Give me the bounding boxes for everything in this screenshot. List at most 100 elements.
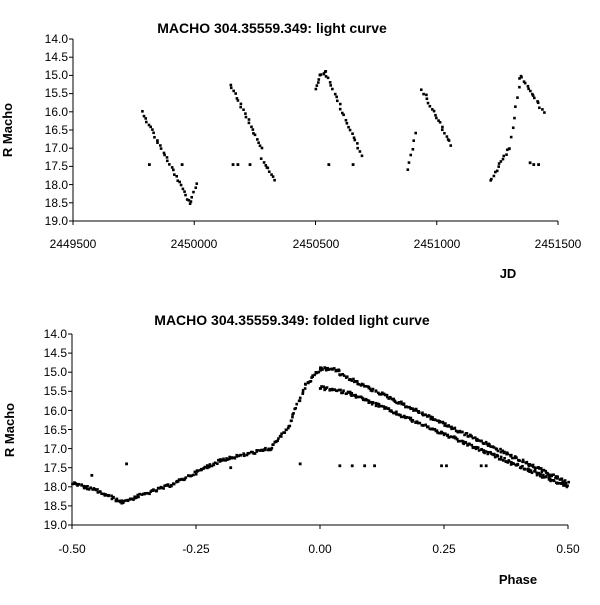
data-point: [497, 457, 501, 461]
data-point: [346, 390, 350, 394]
data-point: [247, 451, 251, 455]
data-point: [256, 449, 259, 452]
data-point: [349, 378, 352, 382]
data-point: [528, 470, 531, 473]
data-point: [267, 447, 271, 451]
data-point: [527, 87, 530, 91]
data-point: [563, 479, 567, 482]
data-point: [253, 452, 257, 455]
data-point: [399, 415, 403, 419]
data-point: [192, 190, 195, 194]
data-point: [490, 452, 494, 456]
data-point: [292, 411, 295, 415]
data-point: [285, 428, 288, 432]
data-point: [421, 411, 424, 415]
data-point: [552, 479, 556, 483]
data-point: [435, 116, 438, 120]
data-point: [427, 414, 431, 417]
data-point: [492, 174, 496, 178]
data-point: [437, 431, 441, 435]
data-point: [222, 458, 225, 462]
data-point: [495, 447, 499, 451]
data-point: [451, 435, 455, 439]
data-point: [273, 178, 276, 182]
data-point: [152, 488, 155, 491]
data-point: [377, 405, 381, 408]
data-point: [381, 392, 385, 396]
data-point: [286, 426, 290, 430]
data-point: [405, 415, 408, 419]
x-tick-label: 2450500: [293, 237, 340, 251]
data-point: [324, 387, 327, 390]
data-point: [354, 393, 357, 397]
data-point: [494, 170, 497, 174]
data-point: [94, 488, 98, 492]
data-point: [181, 187, 185, 191]
x-tick-label: 2451500: [535, 237, 582, 251]
data-point: [309, 379, 313, 383]
data-point: [104, 493, 107, 496]
data-point: [244, 115, 248, 119]
data-point: [511, 126, 515, 130]
data-point: [80, 483, 83, 486]
outlier-point: [350, 464, 354, 468]
data-point: [358, 150, 362, 153]
data-point: [367, 401, 371, 405]
data-point: [503, 451, 506, 454]
data-point: [173, 173, 176, 176]
data-point: [544, 475, 548, 478]
outlier-point: [180, 163, 184, 166]
data-point: [397, 402, 400, 405]
data-point: [411, 407, 415, 410]
data-point: [538, 106, 541, 110]
data-point: [368, 387, 372, 391]
data-point: [560, 477, 563, 481]
data-point: [482, 449, 486, 452]
data-point: [190, 474, 194, 477]
data-point: [87, 488, 91, 491]
data-point: [558, 481, 561, 485]
data-point: [369, 400, 373, 404]
data-point: [475, 439, 479, 442]
data-point: [242, 453, 246, 457]
data-point: [486, 444, 490, 447]
data-point: [144, 117, 148, 120]
data-point: [443, 424, 447, 427]
data-point: [441, 420, 445, 424]
data-point: [499, 455, 503, 459]
x-tick-label: 2451000: [414, 237, 461, 251]
data-point: [505, 153, 508, 156]
data-point: [461, 430, 464, 434]
data-point: [371, 387, 375, 391]
y-tick-label: 15.5: [44, 384, 68, 398]
data-point: [350, 394, 353, 397]
outlier-point: [338, 464, 342, 468]
data-point: [225, 458, 229, 462]
data-point: [342, 374, 346, 377]
data-point: [379, 393, 383, 396]
data-point: [393, 411, 396, 415]
y-axis-label: R Macho: [0, 103, 15, 157]
data-point: [461, 440, 465, 443]
x-tick-label: -0.25: [182, 542, 210, 556]
data-point: [529, 469, 533, 472]
data-point: [418, 421, 422, 425]
data-point: [524, 468, 527, 471]
data-point: [357, 383, 361, 386]
data-point: [499, 450, 503, 454]
data-point: [178, 180, 181, 184]
outlier-point: [373, 464, 376, 468]
outlier-point: [248, 163, 252, 166]
y-tick-label: 15.0: [45, 68, 69, 82]
data-point: [319, 73, 323, 76]
data-point: [219, 458, 222, 461]
data-point: [170, 483, 173, 487]
data-point: [168, 163, 171, 166]
data-point: [196, 469, 200, 472]
data-point: [407, 161, 411, 164]
data-point: [252, 132, 255, 135]
data-point: [388, 409, 392, 413]
data-point: [455, 437, 459, 441]
data-point: [393, 400, 397, 404]
